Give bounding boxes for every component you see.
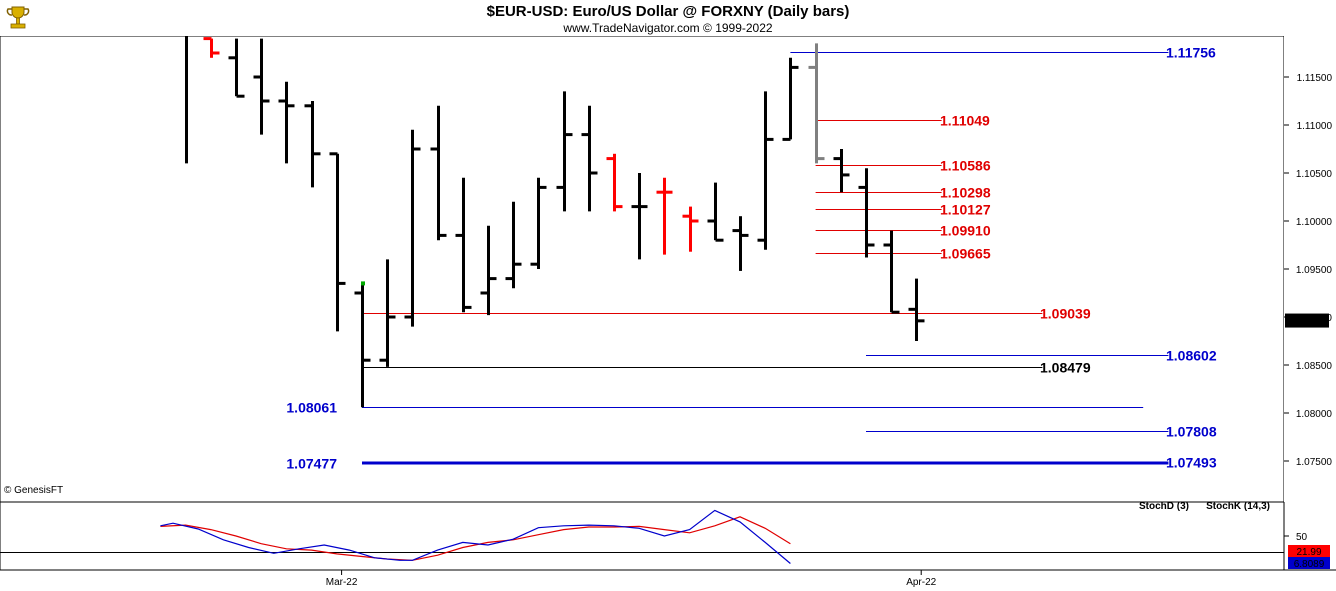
ohlc-bar bbox=[278, 81, 295, 164]
level-label: 1.10298 bbox=[940, 185, 991, 201]
level-label: 1.07493 bbox=[1166, 455, 1217, 471]
ohlc-bar bbox=[455, 177, 472, 313]
price-tick-label: 1.07500 bbox=[1296, 457, 1333, 468]
level-label: 1.07477 bbox=[286, 456, 337, 472]
legend-stochd: StochD (3) bbox=[1139, 502, 1189, 512]
ohlc-bar bbox=[606, 153, 623, 212]
stochastic-series-line bbox=[160, 516, 791, 561]
ohlc-bar bbox=[329, 152, 346, 332]
ohlc-bar bbox=[656, 177, 673, 255]
ohlc-bar bbox=[682, 206, 699, 252]
price-axis bbox=[1284, 36, 1336, 502]
price-tick-label: 1.08000 bbox=[1296, 409, 1333, 420]
ohlc-bar bbox=[732, 216, 749, 271]
last-price-label: 1.08963 bbox=[1289, 317, 1326, 328]
level-label: 1.11049 bbox=[940, 113, 990, 129]
ohlc-bar bbox=[883, 230, 900, 314]
ohlc-bar bbox=[530, 177, 547, 269]
time-tick-label: Mar-22 bbox=[326, 577, 358, 588]
ohlc-bar bbox=[185, 36, 188, 164]
ohlc-bar bbox=[631, 173, 648, 260]
stochd-value-label: 21.99 bbox=[1296, 547, 1321, 558]
stochastic-lines: StochD (3) StochK (14,3) bbox=[0, 502, 1284, 564]
level-label: 1.10127 bbox=[940, 202, 991, 218]
time-tick-label: Apr-22 bbox=[906, 577, 936, 588]
ohlc-bar bbox=[430, 105, 447, 241]
copyright-label: © GenesisFT bbox=[4, 485, 64, 496]
price-tick-label: 1.10500 bbox=[1296, 169, 1333, 180]
ohlc-bar bbox=[782, 57, 799, 141]
chart-title: $EUR-USD: Euro/US Dollar @ FORXNY (Daily… bbox=[486, 3, 850, 20]
price-tick-label: 1.11000 bbox=[1297, 121, 1333, 132]
level-label: 1.11756 bbox=[1166, 45, 1216, 61]
price-plot-area bbox=[0, 36, 1285, 502]
stochastic-axis: 50 21.996.8089 bbox=[1284, 532, 1330, 570]
level-label: 1.09665 bbox=[940, 246, 991, 262]
level-label: 1.10586 bbox=[940, 158, 991, 174]
ohlc-bar bbox=[228, 38, 245, 98]
signal-marker bbox=[361, 281, 365, 286]
stochastic-chart[interactable]: StochD (3) StochK (14,3) 50 21.996.8089 Ma… bbox=[0, 502, 1336, 591]
ohlc-bar bbox=[556, 91, 573, 212]
stochastic-plot-area bbox=[0, 502, 1285, 571]
chart-subtitle: www.TradeNavigator.com © 1999-2022 bbox=[563, 21, 773, 35]
ohlc-bar bbox=[203, 37, 220, 58]
level-label: 1.08061 bbox=[286, 400, 337, 416]
stochk-value-box bbox=[1288, 557, 1330, 569]
price-tick-label: 1.09500 bbox=[1296, 265, 1333, 276]
genesis-trophy-icon bbox=[6, 6, 30, 29]
ohlc-bar bbox=[581, 105, 598, 212]
level-label: 1.08602 bbox=[1166, 348, 1217, 364]
level-label: 1.08479 bbox=[1040, 360, 1091, 376]
ohlc-bar bbox=[480, 225, 497, 316]
level-label: 1.09039 bbox=[1040, 306, 1091, 322]
ohlc-bar bbox=[304, 101, 321, 188]
ohlc-bar bbox=[404, 129, 421, 327]
level-label: 1.07808 bbox=[1166, 424, 1217, 440]
chart-header: $EUR-USD: Euro/US Dollar @ FORXNY (Daily… bbox=[0, 0, 1336, 36]
ohlc-bar bbox=[757, 91, 774, 250]
ohlc-bar bbox=[908, 278, 925, 341]
stochd-value-box bbox=[1288, 545, 1330, 557]
ohlc-bar bbox=[707, 182, 724, 242]
ohlc-bar bbox=[354, 283, 371, 408]
price-bars bbox=[185, 36, 925, 408]
ohlc-bar bbox=[505, 201, 522, 289]
price-tick-label: 1.08500 bbox=[1296, 361, 1333, 372]
ohlc-bar bbox=[808, 43, 825, 164]
price-tick-label: 1.11500 bbox=[1297, 73, 1333, 84]
legend-stochk: StochK (14,3) bbox=[1206, 502, 1270, 512]
level-label: 1.09910 bbox=[940, 223, 991, 239]
price-tick-label: 1.10000 bbox=[1296, 217, 1333, 228]
ohlc-bar bbox=[379, 259, 396, 367]
last-price-marker: 1.08963 bbox=[1285, 313, 1329, 328]
ohlc-bar bbox=[253, 38, 270, 135]
stochastic-series-line bbox=[160, 509, 791, 564]
ohlc-bar bbox=[858, 168, 875, 258]
stochk-value-label: 6.8089 bbox=[1294, 559, 1325, 570]
time-axis-ticks: Mar-22 Apr-22 bbox=[326, 570, 937, 588]
last-price-box bbox=[1285, 313, 1329, 328]
stochastic-tick-label: 50 bbox=[1296, 532, 1308, 543]
ohlc-bar bbox=[833, 149, 850, 193]
